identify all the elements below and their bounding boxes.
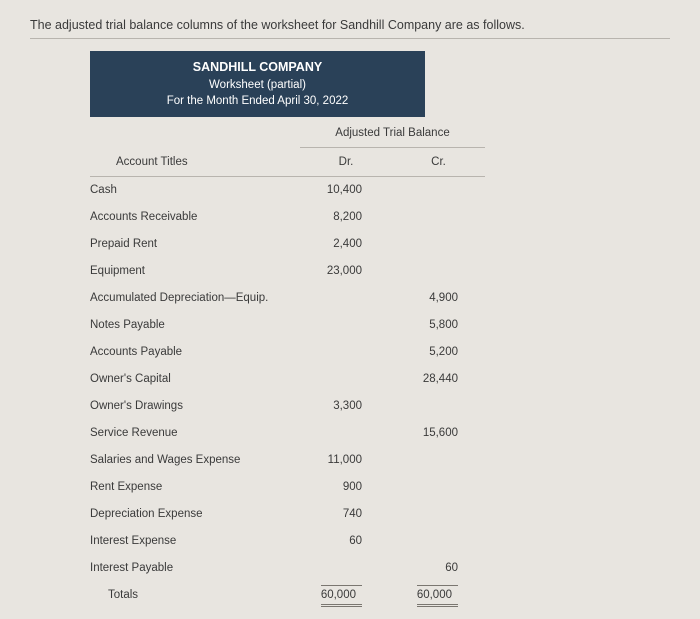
table-row: Cash10,400 bbox=[90, 177, 485, 204]
table-row: Owner's Drawings3,300 bbox=[90, 393, 485, 420]
totals-row: Totals 60,000 60,000 bbox=[90, 582, 485, 609]
dr-value: 900 bbox=[300, 481, 368, 493]
totals-cr: 60,000 bbox=[368, 589, 468, 601]
account-title: Service Revenue bbox=[90, 427, 300, 439]
account-title: Cash bbox=[90, 184, 300, 196]
table-row: Accounts Receivable8,200 bbox=[90, 204, 485, 231]
cr-header: Cr. bbox=[392, 148, 485, 177]
totals-dr: 60,000 bbox=[300, 589, 368, 601]
intro-text: The adjusted trial balance columns of th… bbox=[30, 18, 670, 39]
dr-value: 2,400 bbox=[300, 238, 368, 250]
account-title: Rent Expense bbox=[90, 481, 300, 493]
empty-header bbox=[90, 117, 300, 148]
table-row: Accounts Payable 5,200 bbox=[90, 339, 485, 366]
period-text: For the Month Ended April 30, 2022 bbox=[90, 93, 425, 109]
account-title: Accumulated Depreciation—Equip. bbox=[90, 292, 300, 304]
dr-value: 3,300 bbox=[300, 400, 368, 412]
table-row: Interest Payable 60 bbox=[90, 555, 485, 582]
account-title: Owner's Drawings bbox=[90, 400, 300, 412]
table-row: Equipment23,000 bbox=[90, 258, 485, 285]
document-header: SANDHILL COMPANY Worksheet (partial) For… bbox=[90, 51, 425, 117]
account-title: Notes Payable bbox=[90, 319, 300, 331]
cr-value: 5,800 bbox=[368, 319, 468, 331]
trial-balance-table: Adjusted Trial Balance Account Titles Dr… bbox=[90, 117, 485, 609]
dr-header: Dr. bbox=[300, 148, 392, 177]
totals-label: Totals bbox=[90, 589, 300, 601]
table-row: Depreciation Expense740 bbox=[90, 501, 485, 528]
worksheet-subtitle: Worksheet (partial) bbox=[90, 77, 425, 93]
cr-value: 5,200 bbox=[368, 346, 468, 358]
account-title: Depreciation Expense bbox=[90, 508, 300, 520]
account-title: Owner's Capital bbox=[90, 373, 300, 385]
table-row: Owner's Capital 28,440 bbox=[90, 366, 485, 393]
dr-value: 10,400 bbox=[300, 184, 368, 196]
company-name: SANDHILL COMPANY bbox=[90, 59, 425, 77]
table-row: Salaries and Wages Expense11,000 bbox=[90, 447, 485, 474]
column-sub-header-row: Account Titles Dr. Cr. bbox=[90, 148, 485, 177]
cr-value: 60 bbox=[368, 562, 468, 574]
account-title: Salaries and Wages Expense bbox=[90, 454, 300, 466]
table-row: Service Revenue 15,600 bbox=[90, 420, 485, 447]
table-row: Notes Payable 5,800 bbox=[90, 312, 485, 339]
account-title: Accounts Receivable bbox=[90, 211, 300, 223]
dr-value: 740 bbox=[300, 508, 368, 520]
column-group-header-row: Adjusted Trial Balance bbox=[90, 117, 485, 148]
dr-value: 8,200 bbox=[300, 211, 368, 223]
account-title: Accounts Payable bbox=[90, 346, 300, 358]
dr-value: 23,000 bbox=[300, 265, 368, 277]
rows-container: Cash10,400Accounts Receivable8,200Prepai… bbox=[90, 177, 485, 582]
table-row: Interest Expense60 bbox=[90, 528, 485, 555]
table-row: Prepaid Rent2,400 bbox=[90, 231, 485, 258]
adjusted-trial-balance-header: Adjusted Trial Balance bbox=[300, 117, 485, 148]
cr-value: 15,600 bbox=[368, 427, 468, 439]
account-titles-header: Account Titles bbox=[90, 148, 300, 177]
cr-value: 28,440 bbox=[368, 373, 468, 385]
account-title: Interest Payable bbox=[90, 562, 300, 574]
dr-value: 60 bbox=[300, 535, 368, 547]
table-row: Rent Expense900 bbox=[90, 474, 485, 501]
account-title: Interest Expense bbox=[90, 535, 300, 547]
cr-value: 4,900 bbox=[368, 292, 468, 304]
table-row: Accumulated Depreciation—Equip. 4,900 bbox=[90, 285, 485, 312]
account-title: Prepaid Rent bbox=[90, 238, 300, 250]
worksheet-page: The adjusted trial balance columns of th… bbox=[0, 0, 700, 619]
dr-value: 11,000 bbox=[300, 454, 368, 466]
account-title: Equipment bbox=[90, 265, 300, 277]
